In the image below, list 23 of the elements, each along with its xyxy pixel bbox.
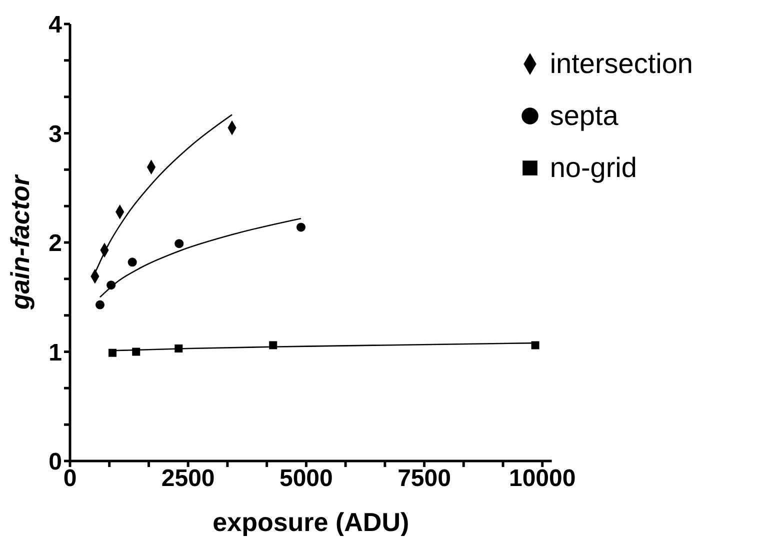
x-tick-label: 7500 [398,465,451,492]
x-tick-label: 2500 [161,465,215,492]
point [128,258,137,267]
point [269,341,278,350]
x-tick-label: 5000 [279,465,333,492]
legend-label: intersection [550,48,693,80]
y-tick-label: 1 [48,339,62,366]
point [108,348,117,357]
point [174,239,184,248]
y-axis-title: gain-factor [5,173,36,311]
legend-label: no-grid [550,152,637,184]
y-tick-label: 3 [48,120,62,148]
x-tick-label: 10000 [508,465,576,492]
y-tick-label: 4 [48,12,63,39]
legend-label: septa [550,100,618,132]
line-series [99,218,302,298]
point [296,222,306,232]
point [95,300,105,310]
y-tick-label: 2 [48,230,62,258]
point [106,280,116,290]
point [174,344,183,352]
point [132,348,140,356]
point [531,341,540,350]
